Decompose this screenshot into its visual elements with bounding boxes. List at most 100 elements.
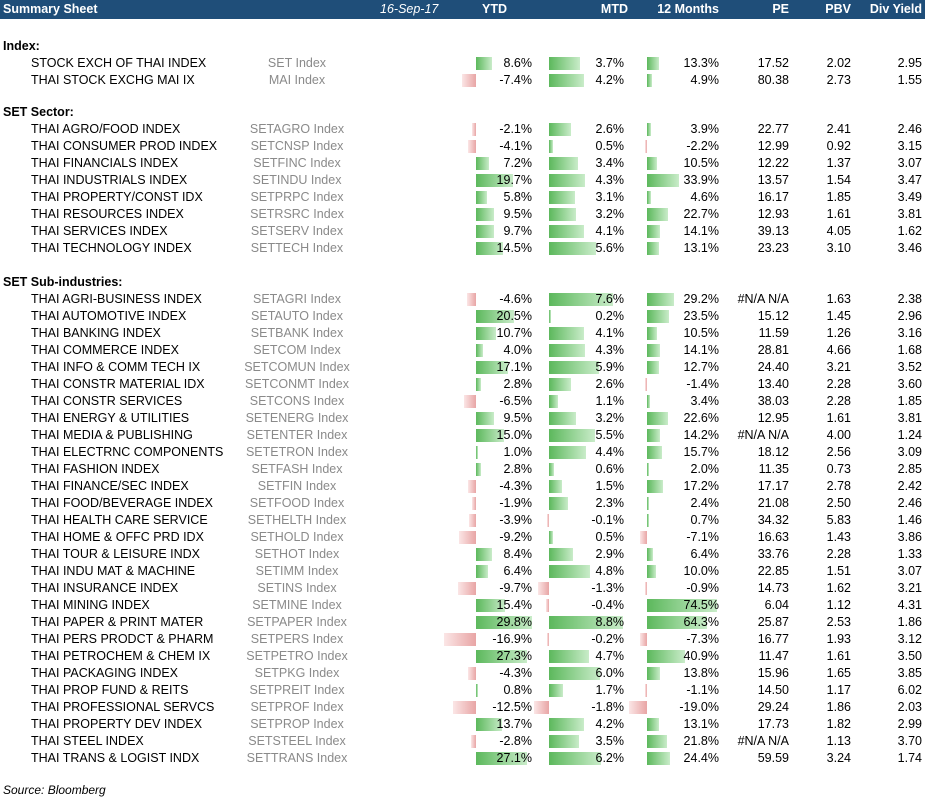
ytd-bar <box>476 684 478 697</box>
m12-bar <box>645 378 647 391</box>
index-code: SETPRPC Index <box>250 190 344 204</box>
ytd-bar <box>467 667 476 680</box>
index-name: THAI TRANS & LOGIST INDX <box>31 751 200 765</box>
ytd-value: -6.5% <box>499 394 532 408</box>
ytd-value: -4.3% <box>499 479 532 493</box>
mtd-bar <box>549 429 596 442</box>
mtd-value: 4.7% <box>595 649 625 663</box>
pe-value: 15.12 <box>757 309 789 323</box>
m12-value: -7.3% <box>686 632 719 646</box>
mtd-bar <box>538 582 549 595</box>
table-row: THAI STOCK EXCHG MAI IX MAI Index -7.4% 4.2… <box>0 72 925 89</box>
mtd-bar <box>549 140 554 153</box>
table-row: THAI MEDIA & PUBLISHING SETENTER Index 15.… <box>0 427 925 444</box>
m12-bar <box>647 344 661 357</box>
div-yield-value: 1.85 <box>897 394 922 408</box>
pbv-value: 1.12 <box>826 598 851 612</box>
div-yield-value: 3.21 <box>897 581 922 595</box>
ytd-bar <box>463 395 476 408</box>
m12-value: 64.3% <box>683 615 719 629</box>
m12-bar <box>647 548 653 561</box>
ytd-bar <box>458 531 476 544</box>
section-header: Index: <box>0 38 925 55</box>
pbv-value: 0.92 <box>826 139 851 153</box>
index-name: THAI PERS PRODCT & PHARM <box>31 632 214 646</box>
pe-value: 11.59 <box>758 326 789 340</box>
mtd-bar <box>549 208 577 221</box>
mtd-value: 4.3% <box>595 343 625 357</box>
table-row: THAI FINANCE/SEC INDEX SETFIN Index -4.3% 1… <box>0 478 925 495</box>
table-row: THAI TOUR & LEISURE INDX SETHOT Index 8.4%… <box>0 546 925 563</box>
index-name: STOCK EXCH OF THAI INDEX <box>31 56 207 70</box>
ytd-bar <box>476 565 488 578</box>
mtd-bar <box>549 497 569 510</box>
table-row: THAI INDUSTRIALS INDEX SETINDU Index 19.7%… <box>0 172 925 189</box>
m12-bar <box>647 497 650 510</box>
m12-bar <box>647 514 649 527</box>
m12-value: 14.2% <box>683 428 719 442</box>
mtd-value: 1.7% <box>595 683 625 697</box>
pbv-value: 2.56 <box>826 445 851 459</box>
div-yield-value: 2.96 <box>897 309 922 323</box>
mtd-bar <box>549 463 555 476</box>
header-bar: Summary Sheet 16-Sep-17 YTD MTD 12 Month… <box>0 0 925 19</box>
pbv-value: 1.82 <box>826 717 851 731</box>
pe-value: 17.73 <box>757 717 789 731</box>
mtd-bar <box>549 327 584 340</box>
section-label: SET Sub-industries: <box>3 275 123 289</box>
table-row: THAI INSURANCE INDEX SETINS Index -9.7% -1.… <box>0 580 925 597</box>
mtd-value: 5.9% <box>595 360 625 374</box>
pbv-value: 4.05 <box>826 224 851 238</box>
div-yield-value: 3.47 <box>897 173 922 187</box>
ytd-bar <box>476 599 505 612</box>
ytd-value: 10.7% <box>496 326 532 340</box>
mtd-value: 4.1% <box>595 224 625 238</box>
pe-value: 25.87 <box>757 615 789 629</box>
table-row: THAI PACKAGING INDEX SETPKG Index -4.3% 6.0… <box>0 665 925 682</box>
div-yield-value: 4.31 <box>897 598 922 612</box>
mtd-value: 6.0% <box>595 666 625 680</box>
pbv-value: 1.61 <box>826 649 851 663</box>
col-div-yield: Div Yield <box>869 2 922 16</box>
index-name: THAI CONSTR MATERIAL IDX <box>31 377 205 391</box>
div-yield-value: 3.81 <box>897 207 922 221</box>
pbv-value: 3.21 <box>826 360 851 374</box>
m12-value: -2.2% <box>686 139 719 153</box>
col-pe: PE <box>772 2 789 16</box>
pe-value: 14.50 <box>757 683 789 697</box>
div-yield-value: 3.86 <box>897 530 922 544</box>
ytd-bar <box>476 225 495 238</box>
mtd-value: 0.2% <box>595 309 625 323</box>
index-code: SETMINE Index <box>252 598 342 612</box>
m12-value: 14.1% <box>683 343 719 357</box>
pbv-value: 4.66 <box>826 343 851 357</box>
div-yield-value: 3.15 <box>897 139 922 153</box>
pbv-value: 1.51 <box>826 564 851 578</box>
m12-value: 13.1% <box>683 717 719 731</box>
pbv-value: 2.50 <box>826 496 851 510</box>
div-yield-value: 3.16 <box>897 326 922 340</box>
mtd-bar <box>549 650 589 663</box>
pe-value: 28.81 <box>757 343 789 357</box>
index-name: THAI FOOD/BEVERAGE INDEX <box>31 496 213 510</box>
pbv-value: 5.83 <box>826 513 851 527</box>
m12-value: 74.5% <box>683 598 719 612</box>
ytd-value: 27.3% <box>496 649 532 663</box>
m12-value: 23.5% <box>683 309 719 323</box>
index-code: SETPETRO Index <box>246 649 348 663</box>
mtd-value: 1.1% <box>595 394 625 408</box>
ytd-value: 5.8% <box>503 190 533 204</box>
mtd-bar <box>549 242 597 255</box>
pbv-value: 2.02 <box>826 56 851 70</box>
pe-value: 22.77 <box>757 122 789 136</box>
table-row: THAI HOME & OFFC PRD IDX SETHOLD Index -9.… <box>0 529 925 546</box>
div-yield-value: 2.46 <box>897 122 922 136</box>
m12-value: 12.7% <box>683 360 719 374</box>
div-yield-value: 1.62 <box>897 224 922 238</box>
pe-value: 29.24 <box>757 700 789 714</box>
m12-bar <box>647 361 659 374</box>
mtd-bar <box>549 531 554 544</box>
div-yield-value: 1.24 <box>897 428 922 442</box>
m12-bar <box>647 310 669 323</box>
ytd-value: -2.8% <box>499 734 532 748</box>
